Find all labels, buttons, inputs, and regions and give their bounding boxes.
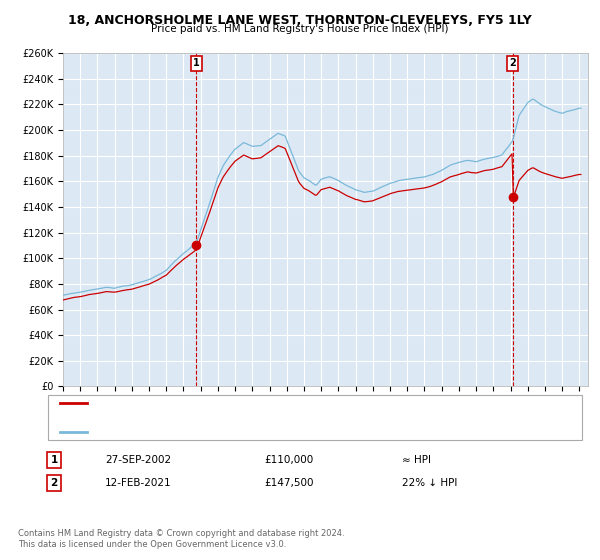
Text: 12-FEB-2021: 12-FEB-2021 [105, 478, 172, 488]
Text: 18, ANCHORSHOLME LANE WEST, THORNTON-CLEVELEYS, FY5 1LY: 18, ANCHORSHOLME LANE WEST, THORNTON-CLE… [68, 14, 532, 27]
Text: HPI: Average price, detached house, Blackpool: HPI: Average price, detached house, Blac… [90, 428, 301, 437]
Text: 18, ANCHORSHOLME LANE WEST, THORNTON-CLEVELEYS, FY5 1LY (detached house): 18, ANCHORSHOLME LANE WEST, THORNTON-CLE… [90, 399, 472, 408]
Text: Price paid vs. HM Land Registry's House Price Index (HPI): Price paid vs. HM Land Registry's House … [151, 24, 449, 34]
Text: 2: 2 [509, 58, 516, 68]
Text: 27-SEP-2002: 27-SEP-2002 [105, 455, 171, 465]
Text: 2: 2 [50, 478, 58, 488]
Text: Contains HM Land Registry data © Crown copyright and database right 2024.
This d: Contains HM Land Registry data © Crown c… [18, 529, 344, 549]
Text: 1: 1 [50, 455, 58, 465]
Text: £110,000: £110,000 [264, 455, 313, 465]
Text: £147,500: £147,500 [264, 478, 314, 488]
Text: ≈ HPI: ≈ HPI [402, 455, 431, 465]
Text: 1: 1 [193, 58, 200, 68]
Text: 22% ↓ HPI: 22% ↓ HPI [402, 478, 457, 488]
